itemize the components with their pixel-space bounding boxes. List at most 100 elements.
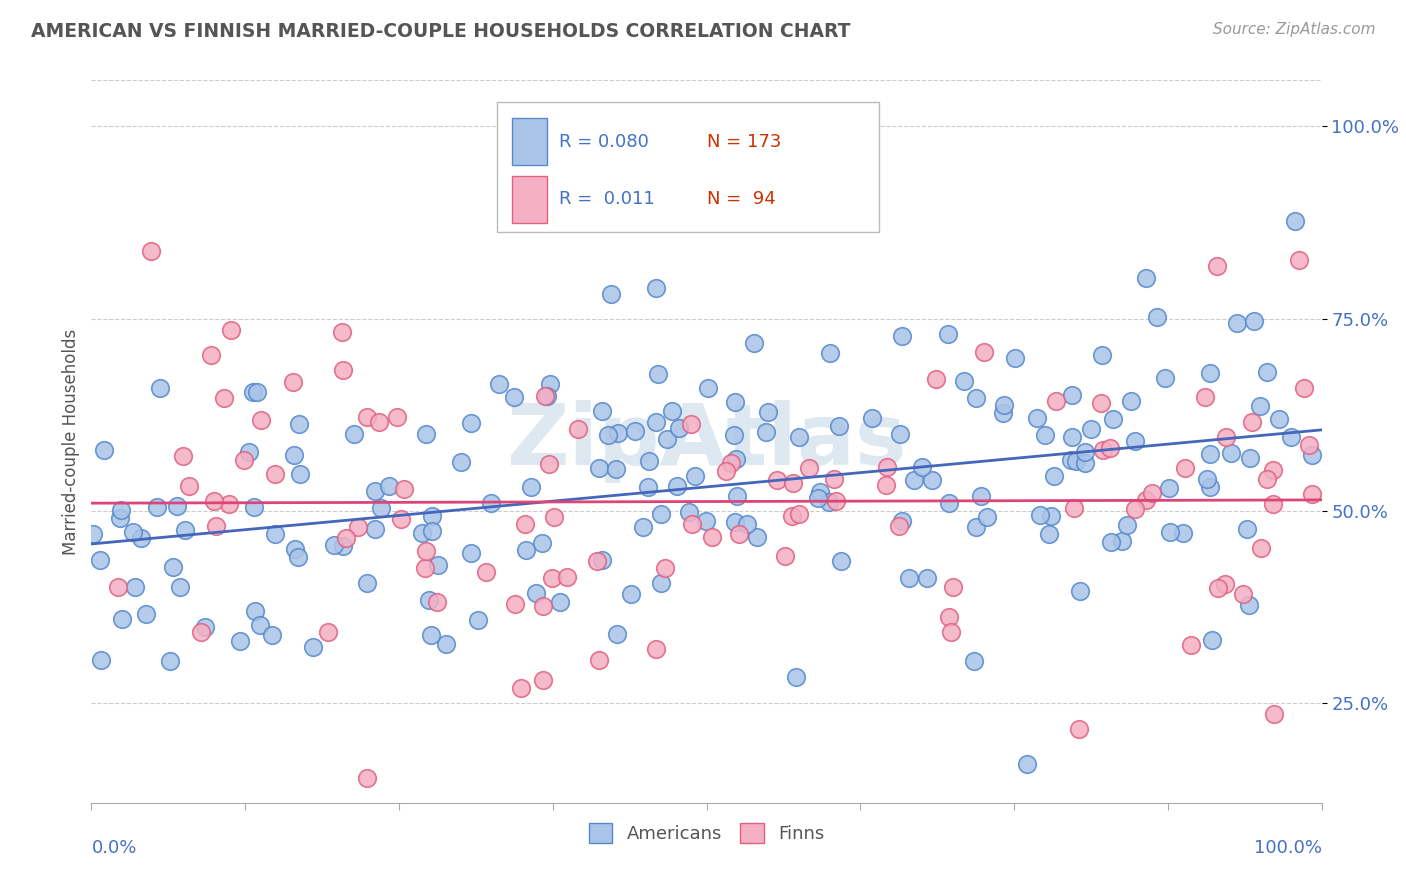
Point [991,406,1014,420]
Point [1090,396,1112,410]
Point [1074,444,1097,458]
Point [1226,316,1249,330]
Point [288,467,311,481]
Point [824,494,846,508]
Point [1263,706,1285,721]
Point [1038,526,1060,541]
Point [283,448,305,462]
Point [1239,450,1261,465]
Point [1029,508,1052,522]
Point [135,607,157,621]
FancyBboxPatch shape [498,102,879,232]
Point [695,514,717,528]
Point [1215,430,1237,444]
Point [1146,310,1168,325]
Point [727,526,749,541]
Point [460,416,482,430]
Point [720,456,742,470]
Point [828,418,851,433]
Point [1195,472,1218,486]
Point [124,580,146,594]
Point [389,512,412,526]
Point [1232,587,1254,601]
Point [415,426,437,441]
Point [605,462,627,476]
Point [644,281,666,295]
Point [538,376,561,391]
Point [302,640,325,654]
Point [773,549,796,563]
Point [90,653,112,667]
Point [911,460,934,475]
Point [915,571,938,585]
Point [953,374,976,388]
Point [162,560,184,574]
Point [921,473,943,487]
Point [263,467,285,482]
Point [281,375,304,389]
Point [683,469,706,483]
Point [531,599,554,613]
Point [970,489,993,503]
Point [939,625,962,640]
Point [1121,393,1143,408]
Point [111,612,134,626]
Point [780,508,803,523]
Point [860,410,883,425]
Point [172,449,194,463]
Point [591,553,613,567]
Point [1099,535,1122,549]
Point [1064,454,1087,468]
Point [1241,415,1264,429]
Point [1261,497,1284,511]
Point [755,425,778,439]
Point [548,594,571,608]
Point [1171,526,1194,541]
Point [645,416,668,430]
Point [368,415,391,429]
Point [637,453,659,467]
Legend: Americans, Finns: Americans, Finns [582,816,831,850]
Point [166,499,188,513]
Point [965,519,987,533]
Point [1263,463,1285,477]
Point [1250,541,1272,556]
Point [876,460,898,475]
Text: N =  94: N = 94 [706,191,775,209]
Point [364,523,387,537]
Point [700,530,723,544]
Point [1080,422,1102,436]
Point [747,530,769,544]
Point [332,362,354,376]
Point [588,653,610,667]
Point [654,561,676,575]
Text: R =  0.011: R = 0.011 [560,191,655,209]
Point [993,398,1015,412]
Text: 0.0%: 0.0% [91,838,136,857]
Point [724,515,747,529]
Point [756,405,779,419]
Point [356,575,378,590]
Point [938,496,960,510]
Point [591,404,613,418]
Point [637,480,659,494]
Point [1208,581,1230,595]
Y-axis label: Married-couple Households: Married-couple Households [62,328,80,555]
Point [1236,522,1258,536]
Point [650,507,672,521]
Point [714,464,737,478]
Point [110,503,132,517]
Point [681,517,703,532]
Point [262,628,284,642]
Point [121,524,143,539]
Point [242,384,264,399]
Point [169,581,191,595]
Point [387,410,409,425]
Point [287,550,309,565]
Point [555,570,578,584]
Point [202,494,225,508]
Point [392,482,415,496]
Point [332,326,354,340]
Point [976,510,998,524]
Point [735,516,758,531]
